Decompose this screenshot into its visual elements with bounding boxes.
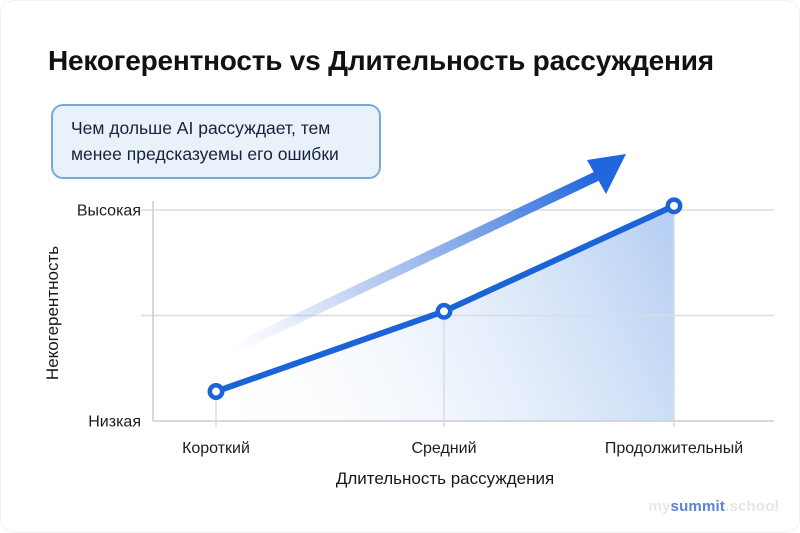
x-tick-long: Продолжительный <box>605 440 743 457</box>
watermark-brand: summit <box>670 498 726 515</box>
callout-box: Чем дольше AI рассуждает, тем менее пред… <box>51 104 381 179</box>
x-axis-title: Длительность рассуждения <box>336 469 554 488</box>
x-tick-short: Короткий <box>182 440 250 457</box>
gridlines <box>141 209 774 317</box>
callout-text: Чем дольше AI рассуждает, тем менее пред… <box>71 118 339 165</box>
y-axis-title: Некогерентность <box>43 246 62 380</box>
page-title: Некогерентность vs Длительность рассужде… <box>48 45 714 76</box>
data-point <box>665 197 683 215</box>
trend-arrow-shaft <box>228 172 600 354</box>
data-point <box>435 302 453 320</box>
trend-arrow <box>228 154 626 354</box>
watermark-suffix: .school <box>725 498 779 515</box>
trend-arrow-head <box>587 154 626 194</box>
data-points <box>207 197 683 400</box>
x-tick-medium: Средний <box>411 440 476 457</box>
y-tick-low: Низкая <box>88 413 141 430</box>
watermark-prefix: my <box>648 498 671 515</box>
data-point <box>207 383 225 400</box>
y-tick-high: Высокая <box>77 202 141 219</box>
watermark: mysummit.school <box>648 498 779 515</box>
